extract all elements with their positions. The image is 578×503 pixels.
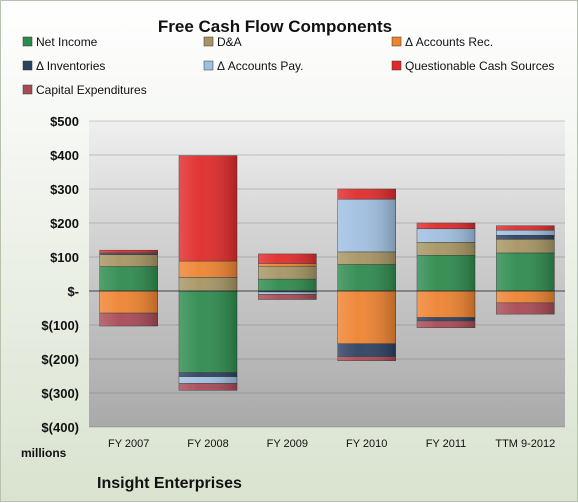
- chart-title: Free Cash Flow Components: [158, 17, 392, 36]
- legend: Net Income D&A Δ Accounts Rec. Δ Inventorie…: [22, 35, 554, 97]
- x-tick-label: TTM 9-2012: [495, 438, 555, 450]
- bar-shade-capital-expenditures: [496, 302, 555, 315]
- bar-shade-capital-expenditures: [179, 383, 237, 391]
- x-tick-label: FY 2007: [108, 438, 149, 450]
- bar-shade-delta-inventories: [179, 372, 237, 377]
- bar-shade-danda: [496, 239, 555, 253]
- y-tick-label: $400: [50, 148, 79, 163]
- bar-shade-delta-accounts-rec: [496, 291, 555, 303]
- y-tick-label: $(200): [41, 352, 79, 367]
- legend-swatch-delta-accounts-rec: [391, 36, 402, 47]
- bar-shade-capital-expenditures: [258, 294, 317, 300]
- bar-shade-questionable-cash-sources: [496, 225, 555, 231]
- legend-label-delta-accounts-pay: Δ Accounts Pay.: [217, 59, 304, 73]
- bar-shade-capital-expenditures: [417, 320, 475, 328]
- bar-shade-questionable-cash-sources: [417, 223, 475, 229]
- bar-shade-net-income: [99, 266, 158, 291]
- bar-shade-delta-inventories: [337, 343, 396, 357]
- x-tick-label: FY 2009: [267, 438, 308, 450]
- y-tick-label: $100: [50, 250, 79, 265]
- y-tick-label: $-: [67, 284, 79, 299]
- bar-shade-net-income: [496, 252, 555, 291]
- bar-shade-questionable-cash-sources: [337, 189, 396, 200]
- bar-shade-danda: [258, 266, 317, 280]
- x-tick-label: FY 2010: [346, 438, 387, 450]
- legend-label-delta-accounts-rec: Δ Accounts Rec.: [405, 35, 493, 49]
- bar-shade-delta-accounts-pay: [496, 230, 555, 236]
- bar-shade-delta-accounts-rec: [337, 291, 396, 344]
- bar-shade-delta-accounts-pay: [337, 199, 396, 252]
- legend-label-net-income: Net Income: [36, 35, 98, 49]
- legend-label-danda: D&A: [217, 35, 242, 49]
- legend-label-questionable-cash-sources: Questionable Cash Sources: [405, 59, 554, 73]
- bar-shade-danda: [337, 251, 396, 265]
- bar-shade-delta-accounts-pay: [99, 252, 158, 254]
- y-tick-label: $(400): [41, 420, 79, 435]
- bar-shade-delta-accounts-pay: [417, 228, 475, 243]
- legend-swatch-delta-inventories: [22, 60, 33, 71]
- bar-shade-delta-accounts-rec: [179, 261, 237, 278]
- bar-shade-delta-inventories: [417, 317, 475, 321]
- bar-shade-delta-accounts-rec: [417, 291, 475, 318]
- bar-shade-delta-accounts-rec: [99, 291, 158, 314]
- legend-swatch-capital-expenditures: [22, 84, 33, 95]
- legend-label-capital-expenditures: Capital Expenditures: [36, 83, 147, 97]
- company-label: Insight Enterprises: [97, 475, 242, 492]
- unit-label: millions: [21, 446, 67, 460]
- legend-swatch-danda: [203, 36, 214, 47]
- bar-shade-delta-inventories: [496, 235, 555, 240]
- legend-swatch-questionable-cash-sources: [391, 60, 402, 71]
- bar-shade-questionable-cash-sources: [99, 250, 158, 253]
- bar-shade-delta-inventories: [99, 253, 158, 255]
- bar-shade-delta-accounts-rec: [258, 263, 317, 267]
- bar-shade-capital-expenditures: [99, 313, 158, 327]
- bar-shade-capital-expenditures: [337, 356, 396, 361]
- bar-shade-questionable-cash-sources: [258, 253, 317, 264]
- bar-shade-net-income: [417, 255, 475, 291]
- plot-area: $500 $400 $300 $200 $100 $- $(100) $(200) $(300)…: [41, 114, 565, 450]
- y-tick-label: $300: [50, 182, 79, 197]
- bar-shade-delta-accounts-pay: [179, 376, 237, 384]
- legend-label-delta-inventories: Δ Inventories: [36, 59, 105, 73]
- legend-swatch-delta-accounts-pay: [203, 60, 214, 71]
- bar-shade-net-income: [258, 279, 317, 291]
- bar-shade-delta-inventories: [258, 291, 317, 293]
- y-tick-label: $(100): [41, 318, 79, 333]
- bar-shade-delta-accounts-pay: [258, 292, 317, 295]
- bar-shade-net-income: [337, 264, 396, 291]
- legend-swatch-net-income: [22, 36, 33, 47]
- y-tick-label: $200: [50, 216, 79, 231]
- plot-background: [89, 121, 565, 427]
- x-tick-label: FY 2008: [187, 438, 228, 450]
- bar-shade-danda: [417, 242, 475, 256]
- bar-shade-questionable-cash-sources: [179, 155, 237, 262]
- bar-shade-net-income: [179, 291, 237, 373]
- y-tick-label: $500: [50, 114, 79, 129]
- y-tick-label: $(300): [41, 386, 79, 401]
- bar-shade-danda: [99, 254, 158, 267]
- x-tick-label: FY 2011: [426, 438, 467, 450]
- bar-shade-danda: [179, 277, 237, 291]
